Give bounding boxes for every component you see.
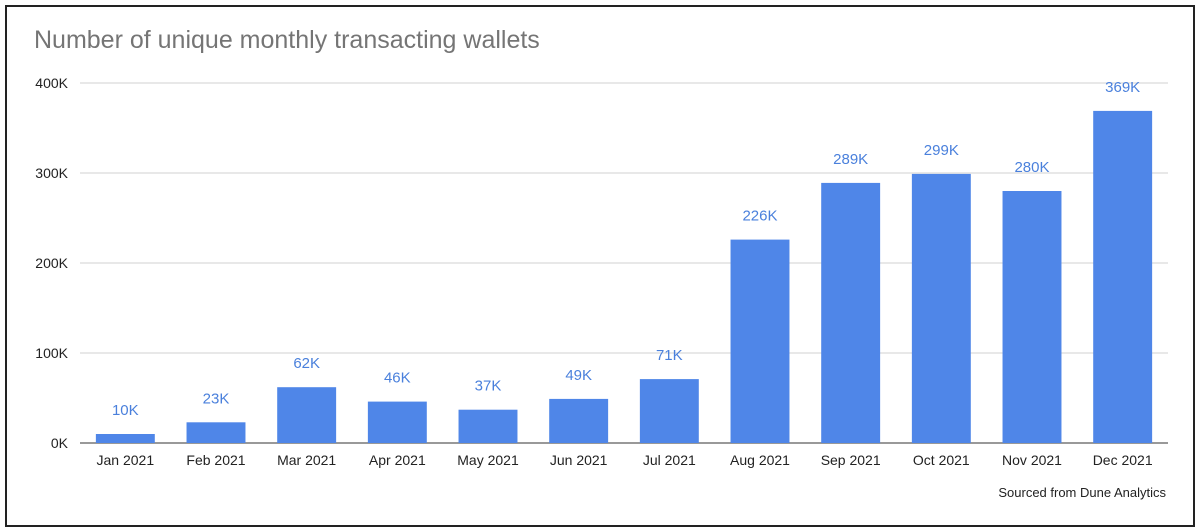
- bar: [911, 173, 971, 443]
- x-tick-label: Jun 2021: [550, 452, 608, 468]
- y-tick-label: 300K: [35, 165, 68, 181]
- bar: [639, 379, 699, 443]
- data-label: 280K: [1014, 159, 1049, 176]
- data-label: 299K: [924, 142, 959, 159]
- data-label: 37K: [475, 378, 502, 395]
- y-tick-label: 200K: [35, 255, 68, 271]
- x-tick-label: Apr 2021: [369, 452, 426, 468]
- data-label: 369K: [1105, 79, 1140, 96]
- x-tick-label: Feb 2021: [186, 452, 245, 468]
- data-label: 71K: [656, 347, 683, 364]
- x-tick-label: Jan 2021: [97, 452, 155, 468]
- bar: [95, 434, 155, 443]
- bar: [1002, 191, 1062, 443]
- x-tick-label: Sep 2021: [821, 452, 881, 468]
- data-label: 46K: [384, 370, 411, 387]
- y-tick-label: 400K: [35, 75, 68, 91]
- bar: [821, 182, 881, 443]
- bar: [277, 387, 337, 443]
- bar: [367, 401, 427, 443]
- x-tick-label: Mar 2021: [277, 452, 336, 468]
- source-note: Sourced from Dune Analytics: [998, 485, 1166, 500]
- chart-title: Number of unique monthly transacting wal…: [34, 26, 540, 54]
- x-tick-label: Jul 2021: [643, 452, 696, 468]
- y-tick-label: 0K: [51, 435, 69, 451]
- data-label: 62K: [293, 355, 320, 372]
- x-tick-label: Nov 2021: [1002, 452, 1062, 468]
- data-label: 226K: [742, 208, 777, 225]
- bar: [549, 398, 609, 443]
- x-tick-label: Dec 2021: [1093, 452, 1153, 468]
- data-label: 23K: [203, 390, 230, 407]
- bar: [186, 422, 246, 443]
- bar: [1093, 110, 1153, 444]
- x-tick-label: Aug 2021: [730, 452, 790, 468]
- bar: [458, 409, 518, 443]
- x-tick-label: Oct 2021: [913, 452, 970, 468]
- y-tick-label: 100K: [35, 345, 68, 361]
- bar: [730, 239, 790, 443]
- data-label: 10K: [112, 402, 139, 419]
- data-label: 49K: [565, 367, 592, 384]
- x-tick-label: May 2021: [457, 452, 519, 468]
- data-label: 289K: [833, 151, 868, 168]
